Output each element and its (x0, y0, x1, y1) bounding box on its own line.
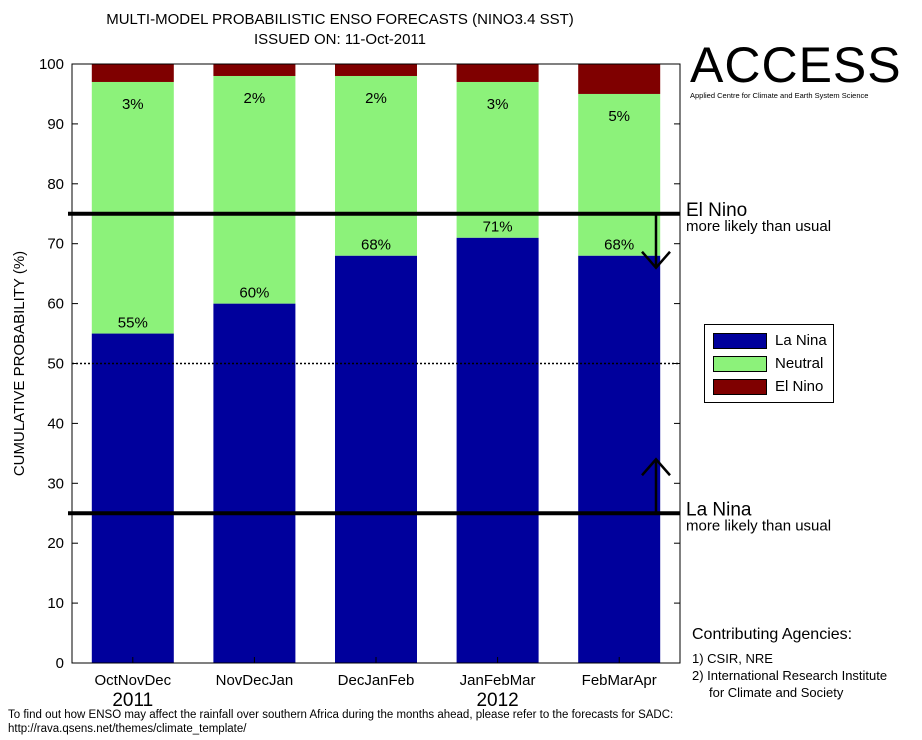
y-tick-label: 100 (39, 56, 64, 73)
bar-label-la-nina: 71% (483, 219, 513, 236)
logo-wordmark: ACCESS (690, 37, 902, 93)
legend-label-neutral: Neutral (775, 355, 824, 372)
x-tick-label: OctNovDec (94, 672, 171, 689)
bar-label-el-nino: 2% (365, 90, 387, 107)
bar-label-el-nino: 2% (244, 90, 266, 107)
bar-label-la-nina: 68% (361, 237, 391, 254)
bar-el-nino-4 (456, 64, 539, 82)
bar-la-nina-4 (456, 237, 539, 663)
bar-neutral-5 (578, 93, 661, 256)
y-tick-label: 20 (47, 535, 64, 552)
y-tick-label: 80 (47, 176, 64, 193)
bar-label-el-nino: 3% (487, 96, 509, 113)
bar-labels-group: 55% 3% 60% 2% 68% 2% 71% 3% 68% 5% (118, 90, 634, 332)
bar-la-nina-2 (213, 303, 296, 663)
arrow-down-icon (641, 250, 671, 270)
x-tick-label: NovDecJan (216, 672, 294, 689)
bar-el-nino-1 (91, 64, 174, 82)
legend-swatch-neutral (713, 355, 767, 372)
y-tick-label: 70 (47, 236, 64, 253)
bar-label-el-nino: 3% (122, 96, 144, 113)
y-tick-label: 50 (47, 356, 64, 373)
bar-label-la-nina: 68% (604, 237, 634, 254)
bar-label-la-nina: 60% (239, 285, 269, 302)
x-tick-label: DecJanFeb (338, 672, 415, 689)
contributing-agencies: Contributing Agencies: 1) CSIR, NRE 2) I… (692, 624, 922, 701)
legend-swatch-la-nina (713, 332, 767, 349)
agency-item-2: 2) International Research Institute (692, 668, 888, 683)
agencies-heading: Contributing Agencies: (692, 626, 853, 643)
bar-neutral-3 (335, 75, 417, 256)
x-tick-label: FebMarApr (582, 672, 657, 689)
x-year-label: 2011 (112, 690, 153, 711)
footer-url: http://rava.qsens.net/themes/climate_tem… (8, 723, 247, 735)
bar-el-nino-3 (335, 64, 417, 76)
reference-sublabel-el-nino: more likely than usual (686, 218, 831, 235)
legend-swatch-el-nino (713, 378, 767, 395)
title-line-1: MULTI-MODEL PROBABILISTIC ENSO FORECASTS… (106, 11, 574, 28)
y-tick-label: 30 (47, 475, 64, 492)
bar-la-nina-1 (91, 333, 174, 663)
y-tick-label: 90 (47, 116, 64, 133)
legend-item-neutral: Neutral (705, 352, 833, 375)
x-tick-label: JanFebMar (460, 672, 536, 689)
bar-la-nina-5 (578, 255, 661, 663)
bar-la-nina-3 (335, 255, 417, 663)
bar-label-el-nino: 5% (608, 108, 630, 125)
y-tick-label: 0 (56, 655, 64, 672)
bar-neutral-2 (213, 75, 296, 304)
reference-label-el-nino: El Nino (686, 200, 747, 221)
legend: La Nina Neutral El Nino (704, 324, 834, 403)
y-tick-label: 10 (47, 595, 64, 612)
chart-title: MULTI-MODEL PROBABILISTIC ENSO FORECASTS… (60, 10, 620, 50)
y-tick-label: 60 (47, 296, 64, 313)
legend-item-el-nino: El Nino (705, 375, 833, 398)
bars-group (72, 64, 680, 663)
y-axis-label: CUMULATIVE PROBABILITY (%) (11, 251, 28, 476)
title-line-2: ISSUED ON: 11-Oct-2011 (253, 31, 426, 48)
arrow-up-icon (641, 457, 671, 477)
legend-label-el-nino: El Nino (775, 378, 824, 395)
bar-label-la-nina: 55% (118, 315, 148, 332)
agency-item-2-continued: for Climate and Society (709, 685, 844, 700)
footer-text: To find out how ENSO may affect the rain… (8, 709, 674, 721)
legend-label-la-nina: La Nina (775, 332, 827, 349)
access-logo: ACCESS Applied Centre for Climate and Ea… (690, 40, 910, 101)
bar-el-nino-5 (578, 64, 661, 94)
logo-subtitle: Applied Centre for Climate and Earth Sys… (690, 91, 869, 100)
reference-label-la-nina: La Nina (686, 499, 752, 520)
footer-note: To find out how ENSO may affect the rain… (8, 708, 673, 736)
y-tick-label: 40 (47, 415, 64, 432)
legend-item-la-nina: La Nina (705, 329, 833, 352)
x-year-label: 2012 (476, 690, 518, 711)
bar-el-nino-2 (213, 64, 296, 76)
bar-neutral-1 (91, 81, 174, 334)
agency-item-1: 1) CSIR, NRE (692, 651, 773, 666)
reference-sublabel-la-nina: more likely than usual (686, 517, 831, 534)
